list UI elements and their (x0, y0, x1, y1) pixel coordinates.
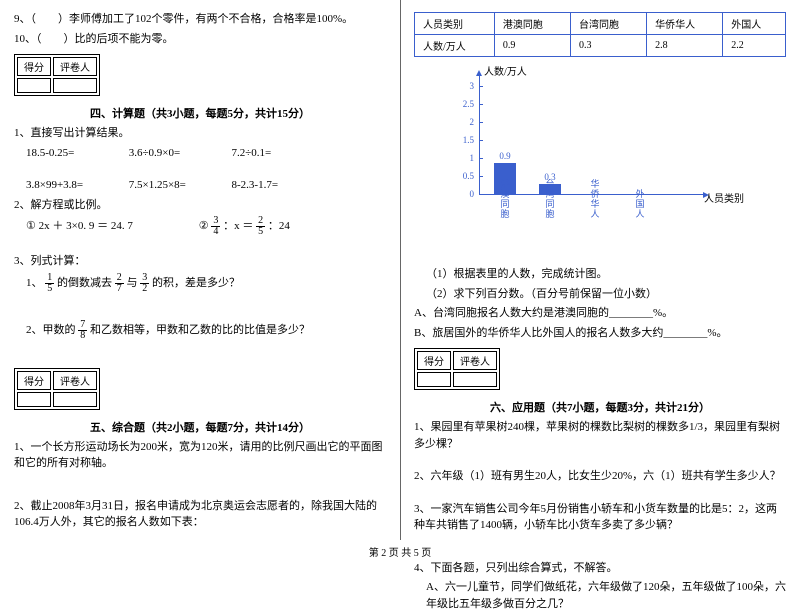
x-category: 外国人 (629, 190, 651, 220)
s4-q1: 1、直接写出计算结果。 (14, 125, 386, 142)
s6-q3: 3、一家汽车销售公司今年5月份销售小轿车和小货车数量的比是5：2，这两种车共销售… (414, 501, 786, 534)
table-cell: 2.2 (723, 35, 786, 57)
table-header: 港澳同胞 (494, 13, 570, 35)
x-category: 华侨华人 (584, 180, 606, 220)
x-category: 台湾同胞 (539, 180, 561, 220)
s4-q3-2: 2、甲数的 78 和乙数相等，甲数和乙数的比的比值是多少？ (14, 320, 386, 341)
calc-row-2: 3.8×99+3.8= 7.5×1.25×8= 8-2.3-1.7= (14, 177, 386, 194)
score-box: 得分评卷人 (14, 54, 100, 96)
equation-row: ① 2x ＋ 3×0. 9 ＝ 24. 7 ② 34 ：x ＝ 25 ：24 (14, 216, 386, 237)
s4-q2: 2、解方程或比例。 (14, 197, 386, 214)
table-cell: 0.9 (494, 35, 570, 57)
table-header: 台湾同胞 (570, 13, 646, 35)
s6-q4: 4、下面各题，只列出综合算式，不解答。 (414, 560, 786, 577)
question-9: 9、（ ）李师傅加工了102个零件，有两个不合格，合格率是100%。 (14, 11, 386, 28)
table-cell: 人数/万人 (415, 35, 495, 57)
data-table: 人员类别 港澳同胞 台湾同胞 华侨华人 外国人 人数/万人 0.9 0.3 2.… (414, 12, 786, 57)
table-header: 华侨华人 (647, 13, 723, 35)
table-header: 人员类别 (415, 13, 495, 35)
score-label: 得分 (17, 57, 51, 76)
page-footer: 第 2 页 共 5 页 (0, 544, 800, 559)
s5-q2: 2、截止2008年3月31日，报名申请成为北京奥运会志愿者的，除我国大陆的106… (14, 498, 386, 531)
y-axis-title: 人数/万人 (484, 63, 527, 78)
s6-q1: 1、果园里有苹果树240棵，苹果树的棵数比梨树的棵数多1/3，果园里有梨树多少棵… (414, 419, 786, 452)
calc-row-1: 18.5-0.25= 3.6÷0.9×0= 7.2÷0.1= (14, 145, 386, 162)
table-cell: 2.8 (647, 35, 723, 57)
score-box-3: 得分评卷人 (414, 348, 500, 390)
s5-q1: 1、一个长方形运动场长为200米，宽为120米，请用的比例尺画出它的平面图和它的… (14, 439, 386, 472)
s6-q2: 2、六年级（1）班有男生20人，比女生少20%，六（1）班共有学生多少人？ (414, 468, 786, 485)
chart-q2: （2）求下列百分数。（百分号前保留一位小数） (414, 286, 786, 303)
section-5-title: 五、综合题（共2小题，每题7分，共计14分） (14, 419, 386, 435)
table-cell: 0.3 (570, 35, 646, 57)
chart-q2a: A、台湾同胞报名人数大约是港澳同胞的________%。 (414, 305, 786, 322)
x-category: 港澳同胞 (494, 180, 516, 220)
bar-chart: 人数/万人 0 0.5 1 1.5 2 2.5 3 0.9 0.3 港澳同胞 台… (454, 65, 734, 215)
s4-q3: 3、列式计算： (14, 253, 386, 270)
table-header: 外国人 (723, 13, 786, 35)
x-axis-title: 人员类别 (704, 190, 744, 205)
grader-label: 评卷人 (53, 57, 97, 76)
question-10: 10、（ ）比的后项不能为零。 (14, 31, 386, 48)
score-box-2: 得分评卷人 (14, 368, 100, 410)
s6-q4a: A、六一儿童节，同学们做纸花，六年级做了120朵，五年级做了100朵，六年级比五… (414, 579, 786, 612)
s4-q3-1: 1、 15 的倒数减去 27 与 32 的积，差是多少？ (14, 273, 386, 294)
section-4-title: 四、计算题（共3小题，每题5分，共计15分） (14, 105, 386, 121)
chart-q2b: B、旅居国外的华侨华人比外国人的报名人数多大约________%。 (414, 325, 786, 342)
chart-q1: （1）根据表里的人数，完成统计图。 (414, 266, 786, 283)
section-6-title: 六、应用题（共7小题，每题3分，共计21分） (414, 399, 786, 415)
